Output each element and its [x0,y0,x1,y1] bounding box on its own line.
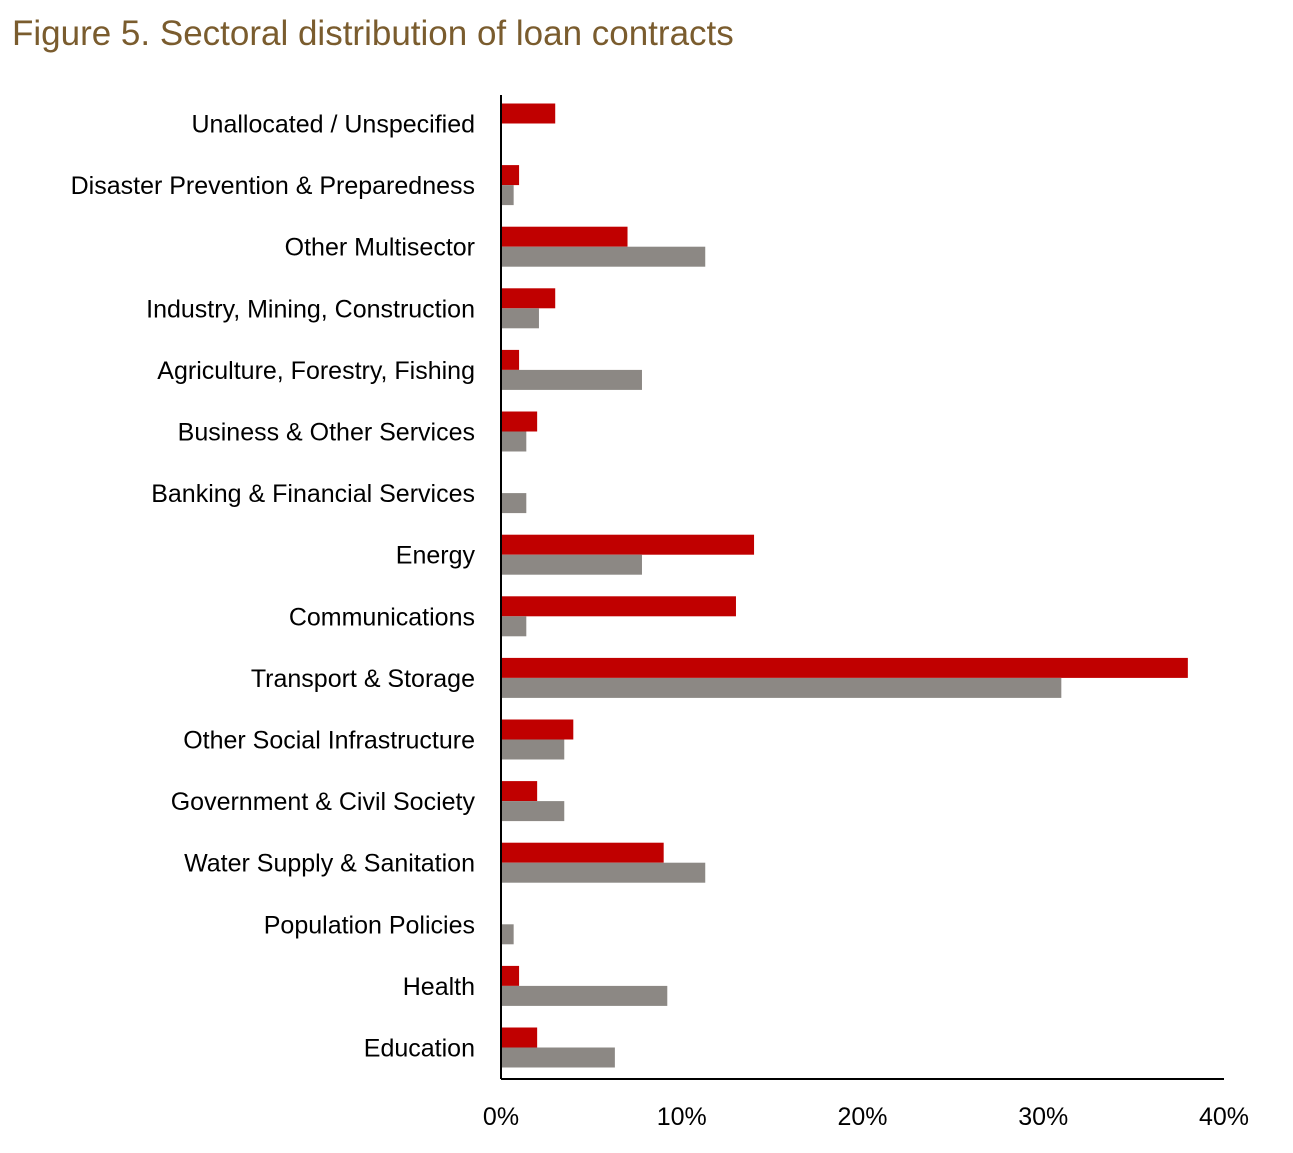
category-label-disaster-prevention-preparedness: Disaster Prevention & Preparedness [71,172,475,200]
x-tick-label-0: 0% [483,1103,519,1131]
bar-red-industry-mining-construction [501,288,556,309]
category-label-health: Health [403,973,475,1001]
bar-grey-energy [501,554,642,575]
x-tick-label-20: 20% [837,1103,887,1131]
bar-red-communications [501,596,736,617]
bar-red-education [501,1027,538,1048]
category-label-industry-mining-construction: Industry, Mining, Construction [146,295,475,323]
bar-grey-other-social-infrastructure [501,739,565,760]
bar-red-health [501,965,520,986]
bar-red-business-other-services [501,411,538,432]
bar-grey-water-supply-sanitation [501,862,706,883]
bar-red-energy [501,534,755,555]
category-label-transport-storage: Transport & Storage [251,665,475,693]
bar-grey-health [501,985,668,1006]
category-label-energy: Energy [396,542,476,570]
bar-red-other-social-infrastructure [501,719,574,740]
bar-red-water-supply-sanitation [501,842,664,863]
x-tick-label-40: 40% [1199,1103,1249,1131]
category-label-other-social-infrastructure: Other Social Infrastructure [183,727,475,755]
bar-grey-transport-storage [501,677,1062,698]
bar-red-disaster-prevention-preparedness [501,165,520,186]
x-tick-label-10: 10% [657,1103,707,1131]
category-label-business-other-services: Business & Other Services [178,419,475,447]
bar-red-unallocated-unspecified [501,103,556,124]
bar-grey-education [501,1047,615,1068]
bar-grey-other-multisector [501,246,706,267]
category-label-population-policies: Population Policies [264,911,475,939]
bar-grey-business-other-services [501,431,527,452]
bar-red-other-multisector [501,226,628,247]
bar-red-government-civil-society [501,781,538,802]
bar-grey-industry-mining-construction [501,308,539,329]
bar-grey-government-civil-society [501,801,565,822]
category-labels-group: Unallocated / Unspecified Disaster Preven… [71,111,476,1063]
bar-red-agriculture-forestry-fishing [501,349,520,370]
category-label-agriculture-forestry-fishing: Agriculture, Forestry, Fishing [157,357,475,385]
category-label-water-supply-sanitation: Water Supply & Sanitation [184,850,475,878]
bar-grey-agriculture-forestry-fishing [501,369,642,390]
category-label-other-multisector: Other Multisector [285,234,475,262]
category-label-government-civil-society: Government & Civil Society [171,788,476,816]
bar-grey-banking-financial-services [501,493,527,514]
category-label-unallocated-unspecified: Unallocated / Unspecified [192,111,476,139]
bar-grey-disaster-prevention-preparedness [501,185,514,206]
category-label-communications: Communications [289,603,475,631]
bar-red-transport-storage [501,657,1188,678]
bar-grey-communications [501,616,527,637]
bar-grey-population-policies [501,924,514,945]
x-tick-labels-group: 0% 10% 20% 30% 40% [483,1103,1249,1131]
category-label-banking-financial-services: Banking & Financial Services [151,480,475,508]
x-tick-label-30: 30% [1018,1103,1068,1131]
figure-title: Figure 5. Sectoral distribution of loan … [12,14,734,53]
bars-group [501,103,1188,1068]
category-label-education: Education [364,1035,475,1063]
